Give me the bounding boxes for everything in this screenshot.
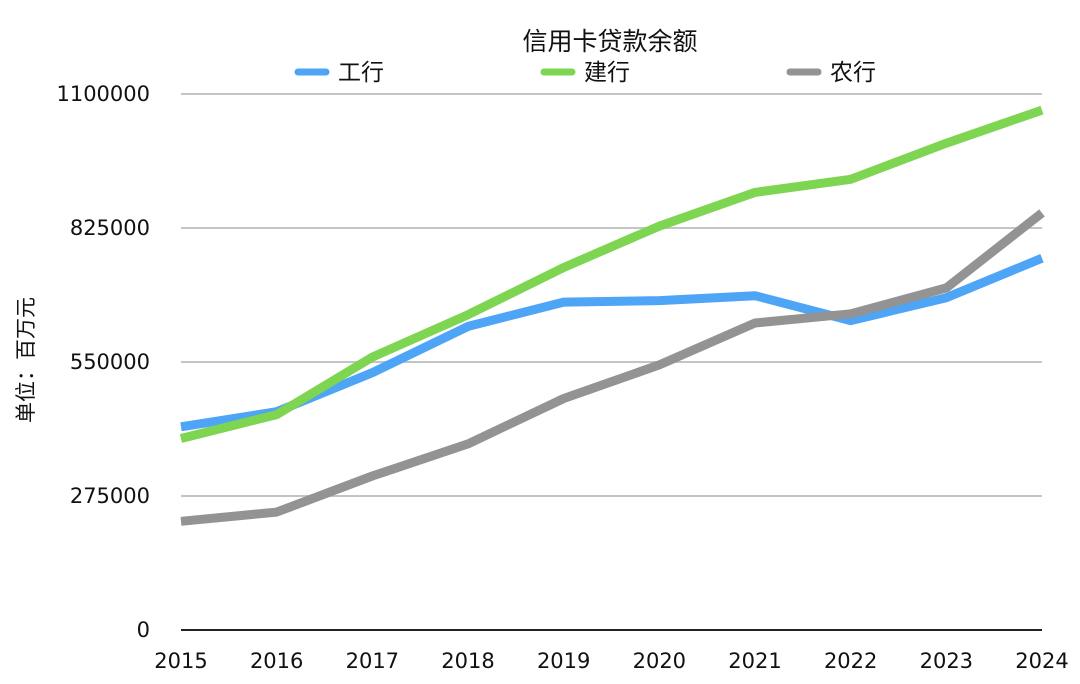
x-tick-label: 2017 — [346, 649, 399, 673]
series-line-0 — [180, 254, 1044, 432]
legend-label: 工行 — [338, 60, 384, 86]
x-axis-ticks: 2015 2016 2017 2018 2019 2020 2021 2022 2023 2024 — [154, 649, 1068, 673]
x-tick-label: 2021 — [728, 649, 781, 673]
x-tick-label: 2015 — [154, 649, 207, 673]
y-tick-label: 0 — [137, 618, 150, 642]
y-tick-label: 550000 — [70, 350, 150, 374]
x-tick-label: 2022 — [824, 649, 877, 673]
x-tick-label: 2019 — [537, 649, 590, 673]
legend-item-2: 农行 — [786, 60, 876, 86]
y-tick-label: 1100000 — [56, 82, 150, 106]
gridlines — [181, 93, 1042, 631]
chart-title: 信用卡贷款余额 — [522, 27, 697, 56]
series-line-2 — [180, 209, 1045, 526]
legend-item-0: 工行 — [294, 60, 384, 86]
legend-label: 农行 — [830, 60, 876, 86]
x-tick-label: 2018 — [441, 649, 494, 673]
y-tick-label: 275000 — [70, 484, 150, 508]
series-lines — [179, 105, 1045, 526]
x-tick-label: 2024 — [1015, 649, 1068, 673]
x-tick-label: 2020 — [633, 649, 686, 673]
legend-label: 建行 — [584, 60, 630, 86]
x-tick-label: 2023 — [920, 649, 973, 673]
y-tick-label: 825000 — [70, 216, 150, 240]
series-line-1 — [179, 105, 1044, 443]
x-tick-label: 2016 — [250, 649, 303, 673]
y-axis-label: 单位：百万元 — [14, 297, 38, 423]
y-axis-ticks: 0 275000 550000 825000 1100000 — [56, 82, 150, 642]
legend: 工行 建行 农行 — [294, 60, 876, 86]
legend-item-1: 建行 — [540, 60, 630, 86]
